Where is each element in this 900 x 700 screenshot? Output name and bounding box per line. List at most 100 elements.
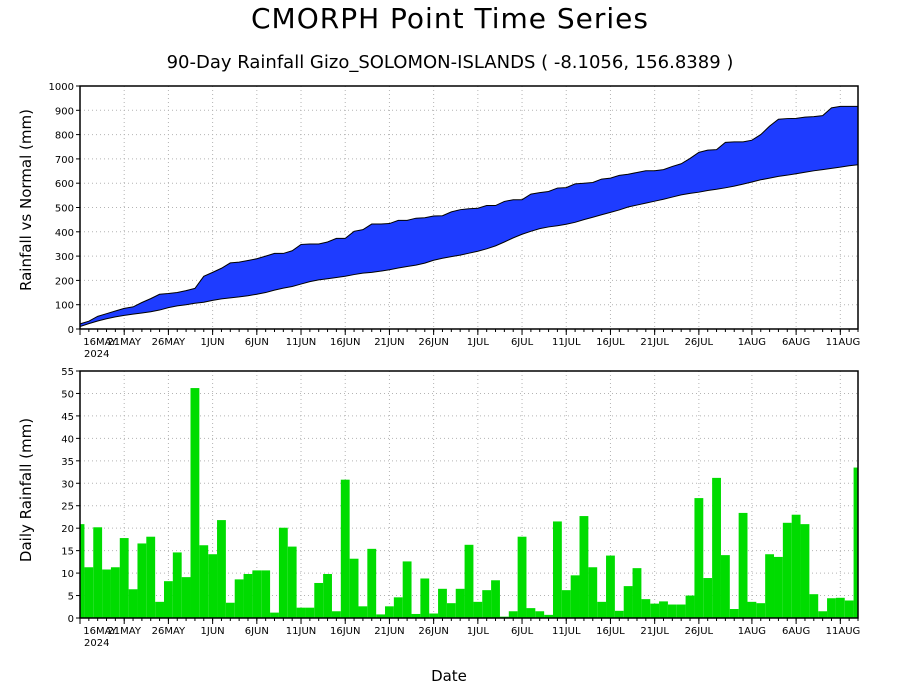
top-y-tick-label: 1000 [49,82,74,93]
bottom-x-tick-label: 16JUL [596,626,625,637]
daily-rainfall-bar [623,586,633,618]
daily-rainfall-bar [774,556,783,618]
top-y-tick-label: 300 [55,252,74,263]
daily-rainfall-bar [155,601,164,618]
bottom-year-label: 2024 [84,638,109,649]
top-y-axis-label: Rainfall vs Normal (mm) [17,109,35,291]
bottom-x-tick-label: 16JUN [330,626,360,637]
top-year-label: 2024 [84,349,109,360]
top-y-tick-label: 100 [55,301,74,312]
top-y-tick-label: 700 [55,155,74,166]
daily-rainfall-bar [667,604,677,618]
daily-rainfall-bar [517,536,527,618]
daily-rainfall-bar [80,524,85,618]
bottom-x-tick-label: 6AUG [782,626,810,637]
daily-rainfall-bar [234,579,244,618]
top-x-tick-label: 6AUG [782,337,810,348]
daily-rainfall-bar [349,558,359,618]
daily-rainfall-bar [676,604,686,618]
daily-rainfall-bar [835,597,845,618]
normal-cumulative-line [79,164,859,328]
top-y-tick-label: 600 [55,179,74,190]
daily-rainfall-bar [791,514,801,618]
daily-rainfall-bar [429,613,439,618]
daily-rainfall-bar [181,577,191,618]
bottom-x-tick-label: 21MAY [107,626,141,637]
bottom-x-tick-label: 21JUN [374,626,404,637]
top-x-tick-label: 16JUN [330,337,360,348]
bottom-y-axis-label: Daily Rainfall (mm) [17,418,35,562]
top-x-tick-label: 26JUN [418,337,448,348]
daily-rainfall-bar [729,609,739,618]
bottom-x-tick-label: 6JUN [245,626,269,637]
daily-rainfall-bar [446,603,456,618]
bottom-y-tick-label: 35 [61,457,74,468]
daily-rainfall-bar [491,580,500,618]
bottom-y-tick-label: 10 [61,569,74,580]
daily-rainfall-bar [84,567,94,618]
top-y-tick-label: 500 [55,204,74,215]
daily-rainfall-bar [482,590,492,618]
top-x-tick-label: 6JUL [511,337,534,348]
bottom-x-tick-label: 11JUL [552,626,581,637]
top-x-tick-label: 11AUG [826,337,861,348]
daily-rainfall-bar [641,599,651,618]
cumulative-rainfall-panel: 0 100 200 300 400 500 600 700 800 900 1000 16MAY21M… [49,82,861,360]
daily-rainfall-bar [358,606,368,618]
daily-rainfall-bar [659,601,668,618]
daily-rainfall-bar [385,606,394,618]
top-x-tick-label: 21JUN [374,337,404,348]
daily-rainfall-bar [827,598,836,618]
daily-rainfall-bar [420,578,430,618]
bottom-x-tick-label: 6JUL [511,626,534,637]
top-x-tick-label: 26JUL [685,337,714,348]
daily-rainfall-bar [296,607,306,618]
top-x-tick-label: 16JUL [596,337,625,348]
daily-rainfall-bar [411,613,421,618]
daily-rainfall-bar [323,573,332,618]
daily-rainfall-bar [172,552,182,618]
top-x-tick-label: 1JUN [201,337,225,348]
top-x-tick-label: 1JUL [467,337,490,348]
daily-rainfall-bar [199,545,209,618]
daily-rainfall-bar [844,600,854,618]
bottom-y-tick-label: 50 [61,389,74,400]
daily-rainfall-bar [190,388,200,618]
daily-rainfall-bar [340,479,350,618]
top-x-tick-label: 11JUN [286,337,316,348]
chart-subtitle: 90-Day Rainfall Gizo_SOLOMON-ISLANDS ( -… [166,52,734,73]
daily-rainfall-bar [473,601,483,618]
daily-rainfall-bar [632,568,642,618]
bottom-y-tick-label: 25 [61,502,74,513]
daily-rainfall-bar [119,538,129,618]
bottom-y-tick-label: 0 [68,614,74,625]
bottom-y-tick-label: 15 [61,547,74,558]
daily-rainfall-bar [217,520,226,618]
bottom-x-tick-label: 1AUG [738,626,766,637]
top-y-tick-label: 0 [68,325,74,336]
daily-rainfall-bar [393,597,403,618]
daily-rainfall-bar [243,573,253,618]
daily-rainfall-bar [225,602,235,618]
daily-rainfall-bar [720,555,730,618]
daily-rainfall-bar [552,521,562,618]
top-x-tick-label: 21MAY [107,337,141,348]
daily-rainfall-bar [853,467,858,618]
daily-rainfall-bar [526,608,536,618]
daily-rainfall-bar [597,601,607,618]
daily-rainfall-bar [756,603,766,618]
top-x-tick-label: 16MAY [83,337,117,348]
daily-rainfall-bar [809,594,819,618]
daily-rainfall-bar [252,570,262,618]
daily-rainfall-bar [314,582,324,618]
daily-rainfall-bar [508,611,518,618]
bottom-y-tick-label: 5 [68,592,74,603]
bottom-x-tick-label: 21JUL [640,626,669,637]
daily-rainfall-bar [738,512,748,618]
surplus-area [80,106,858,327]
daily-rainfall-bar [278,527,288,618]
daily-rainfall-bar [376,614,386,618]
top-x-tick-label: 26MAY [152,337,186,348]
